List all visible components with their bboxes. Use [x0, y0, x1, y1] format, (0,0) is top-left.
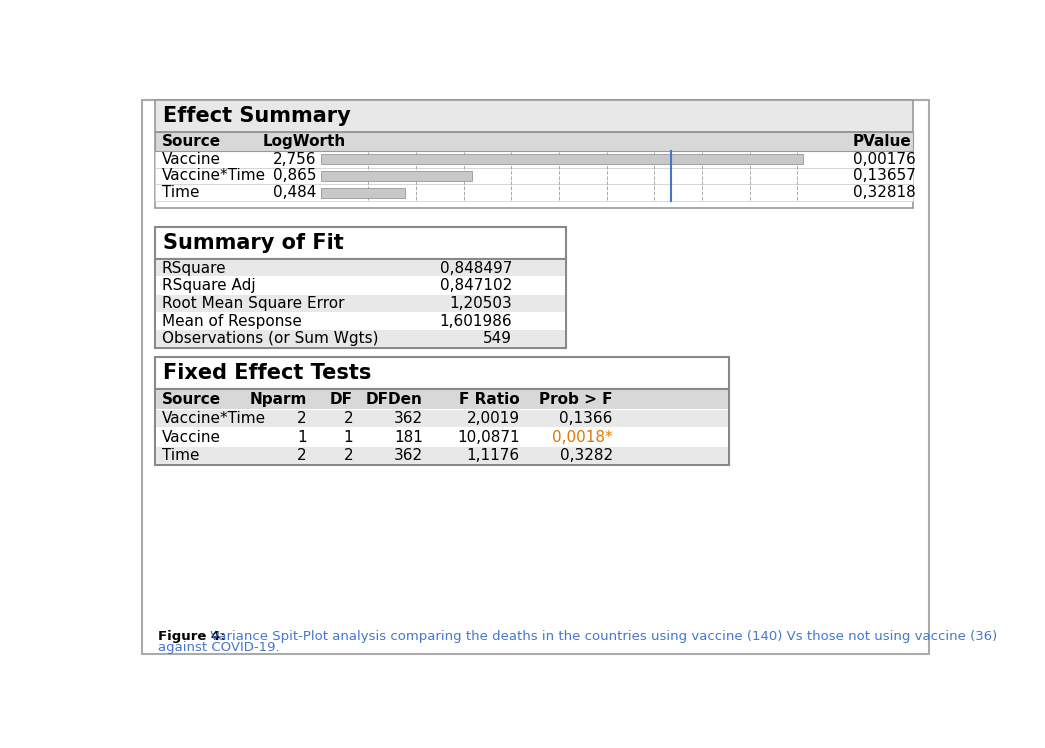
Text: Time: Time: [162, 448, 200, 463]
Text: 1,20503: 1,20503: [449, 296, 512, 311]
Text: Observations (or Sum Wgts): Observations (or Sum Wgts): [162, 331, 378, 346]
Text: F Ratio: F Ratio: [459, 392, 519, 407]
Bar: [321, 188, 405, 197]
Text: DFDen: DFDen: [366, 392, 423, 407]
Text: 0,484: 0,484: [273, 186, 317, 200]
Text: Nparm: Nparm: [249, 392, 306, 407]
Text: Source: Source: [162, 392, 220, 407]
Text: 0,13657: 0,13657: [853, 168, 915, 183]
Bar: [156, 313, 565, 330]
Bar: [156, 278, 565, 294]
Text: DF: DF: [330, 392, 353, 407]
Bar: [156, 227, 566, 259]
Text: 0,865: 0,865: [273, 168, 317, 183]
Text: 1: 1: [344, 429, 353, 444]
Text: Vaccine: Vaccine: [162, 152, 220, 167]
Text: Vaccine: Vaccine: [162, 429, 220, 444]
Bar: [156, 410, 728, 427]
Text: 2,756: 2,756: [273, 152, 317, 167]
Text: 362: 362: [394, 448, 423, 463]
Bar: [156, 150, 913, 168]
Text: 0,848497: 0,848497: [440, 260, 512, 275]
Bar: [156, 390, 728, 409]
Bar: [156, 295, 565, 312]
Text: 181: 181: [394, 429, 423, 444]
Text: Source: Source: [162, 134, 220, 149]
Bar: [156, 331, 565, 347]
Text: 0,3282: 0,3282: [559, 448, 612, 463]
Text: Variance Spit-Plot analysis comparing the deaths in the countries using vaccine : Variance Spit-Plot analysis comparing th…: [206, 630, 997, 643]
Text: 0,0018*: 0,0018*: [552, 429, 612, 444]
Bar: [156, 259, 566, 348]
Bar: [156, 389, 729, 465]
Text: Summary of Fit: Summary of Fit: [163, 233, 344, 253]
Text: Vaccine*Time: Vaccine*Time: [162, 168, 265, 183]
Bar: [156, 132, 913, 150]
Bar: [156, 447, 728, 465]
Bar: [156, 357, 729, 389]
Text: Prob > F: Prob > F: [539, 392, 612, 407]
Bar: [321, 171, 472, 181]
Text: PValue: PValue: [853, 134, 911, 149]
Bar: [156, 185, 913, 201]
Text: 2: 2: [297, 411, 306, 426]
Text: 0,1366: 0,1366: [559, 411, 612, 426]
Text: 10,0871: 10,0871: [457, 429, 519, 444]
Text: Figure 4:: Figure 4:: [158, 630, 226, 643]
Text: Effect Summary: Effect Summary: [163, 106, 351, 126]
Text: 1,1176: 1,1176: [466, 448, 519, 463]
Bar: [156, 260, 565, 277]
Text: 549: 549: [483, 331, 512, 346]
Text: Root Mean Square Error: Root Mean Square Error: [162, 296, 344, 311]
Text: 2,0019: 2,0019: [466, 411, 519, 426]
Bar: [156, 168, 913, 185]
Text: 0,32818: 0,32818: [853, 186, 915, 200]
Text: Time: Time: [162, 186, 200, 200]
Text: 2: 2: [344, 411, 353, 426]
Bar: [156, 99, 913, 132]
Text: LogWorth: LogWorth: [262, 134, 346, 149]
Bar: [321, 154, 804, 164]
Text: 2: 2: [344, 448, 353, 463]
Bar: [156, 132, 913, 207]
Text: against COVID-19.: against COVID-19.: [158, 641, 279, 654]
Text: Mean of Response: Mean of Response: [162, 313, 302, 328]
Text: 0,847102: 0,847102: [440, 278, 512, 293]
Text: RSquare: RSquare: [162, 260, 227, 275]
Text: 0,00176: 0,00176: [853, 152, 915, 167]
Text: Fixed Effect Tests: Fixed Effect Tests: [163, 363, 372, 383]
Text: 362: 362: [394, 411, 423, 426]
Text: 1: 1: [297, 429, 306, 444]
Bar: [156, 428, 728, 446]
Text: RSquare Adj: RSquare Adj: [162, 278, 255, 293]
Text: 1,601986: 1,601986: [439, 313, 512, 328]
Text: 2: 2: [297, 448, 306, 463]
Text: Vaccine*Time: Vaccine*Time: [162, 411, 265, 426]
